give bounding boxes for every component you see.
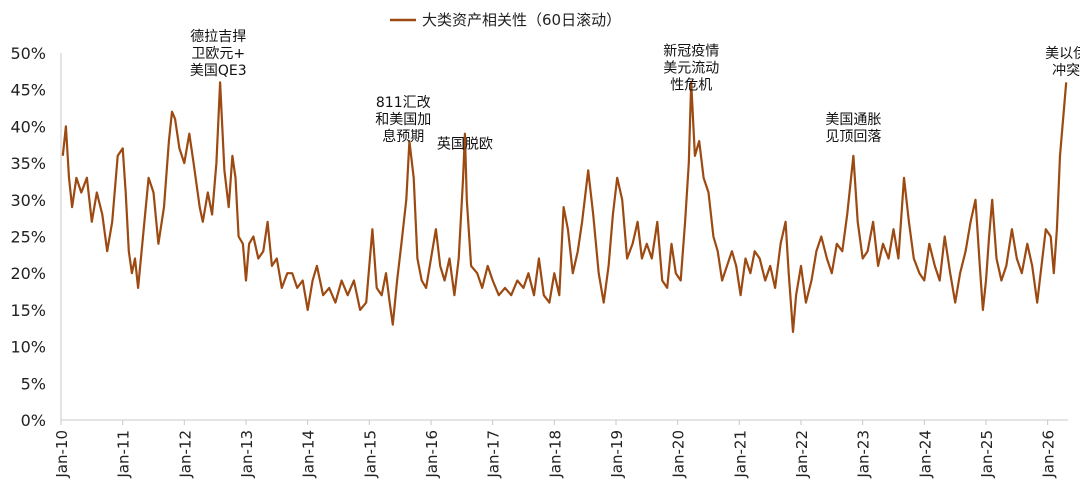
annotation-line: 美国QE3	[190, 63, 247, 79]
x-tick-label: Jan-18	[546, 430, 564, 479]
x-tick-label: Jan-16	[423, 430, 441, 479]
x-tick-label: Jan-19	[608, 430, 626, 479]
y-tick-label: 35%	[10, 154, 46, 173]
legend: 大类资产相关性（60日滚动）	[390, 11, 621, 29]
annotation-line: 英国脱欧	[437, 135, 493, 152]
y-tick-label: 15%	[10, 301, 46, 320]
series-layer	[61, 81, 1068, 333]
annotation-line: 冲突	[1052, 63, 1080, 79]
annotation-line: 美以伊	[1045, 46, 1080, 62]
annotation-line: 息预期	[382, 128, 424, 145]
annotation-line: 和美国加	[375, 112, 431, 128]
x-tick-label: Jan-23	[855, 430, 873, 479]
y-tick-label: 40%	[10, 117, 46, 136]
annotation-line: 新冠疫情	[663, 44, 719, 60]
x-tick-label: Jan-24	[916, 430, 934, 479]
x-tick-label: Jan-17	[485, 430, 503, 479]
y-axis: 0% 5% 10% 15% 20% 25% 30% 35% 40% 45% 50%	[10, 44, 62, 430]
x-tick-label: Jan-21	[731, 430, 749, 479]
annotation: 英国脱欧	[437, 135, 493, 152]
x-tick-label: Jan-15	[361, 430, 379, 479]
y-tick-label: 50%	[10, 44, 46, 63]
x-tick-label: Jan-10	[53, 430, 71, 479]
y-tick-label: 20%	[10, 264, 46, 283]
annotation-line: 性危机	[670, 78, 712, 94]
x-tick-label: Jan-12	[176, 430, 194, 479]
y-tick-label: 0%	[21, 411, 46, 430]
annotation: 美以伊冲突	[1045, 46, 1080, 79]
annotation-line: 见顶回落	[825, 129, 881, 145]
annotation-line: 卫欧元+	[191, 46, 245, 62]
x-tick-label: Jan-26	[1040, 430, 1058, 479]
legend-label: 大类资产相关性（60日滚动）	[422, 11, 621, 29]
y-tick-label: 5%	[21, 374, 46, 393]
annotation-line: 811汇改	[376, 95, 431, 111]
x-tick-label: Jan-22	[793, 430, 811, 479]
x-tick-label: Jan-14	[300, 430, 318, 479]
y-tick-label: 45%	[10, 81, 46, 100]
x-axis: Jan-10 Jan-11 Jan-12 Jan-13 Jan-14 Jan-15 Jan-…	[53, 419, 1068, 479]
x-tick-label: Jan-25	[978, 430, 996, 479]
series-line	[61, 81, 1068, 333]
y-tick-label: 25%	[10, 228, 46, 247]
annotation-line: 美元流动	[663, 61, 719, 77]
x-tick-label: Jan-20	[670, 430, 688, 479]
x-tick-label: Jan-13	[238, 430, 256, 479]
y-tick-label: 30%	[10, 191, 46, 210]
annotation-line: 德拉吉捍	[190, 29, 246, 45]
annotation-line: 美国通胀	[825, 112, 881, 128]
y-tick-label: 10%	[10, 338, 46, 357]
x-tick-label: Jan-11	[115, 430, 133, 479]
